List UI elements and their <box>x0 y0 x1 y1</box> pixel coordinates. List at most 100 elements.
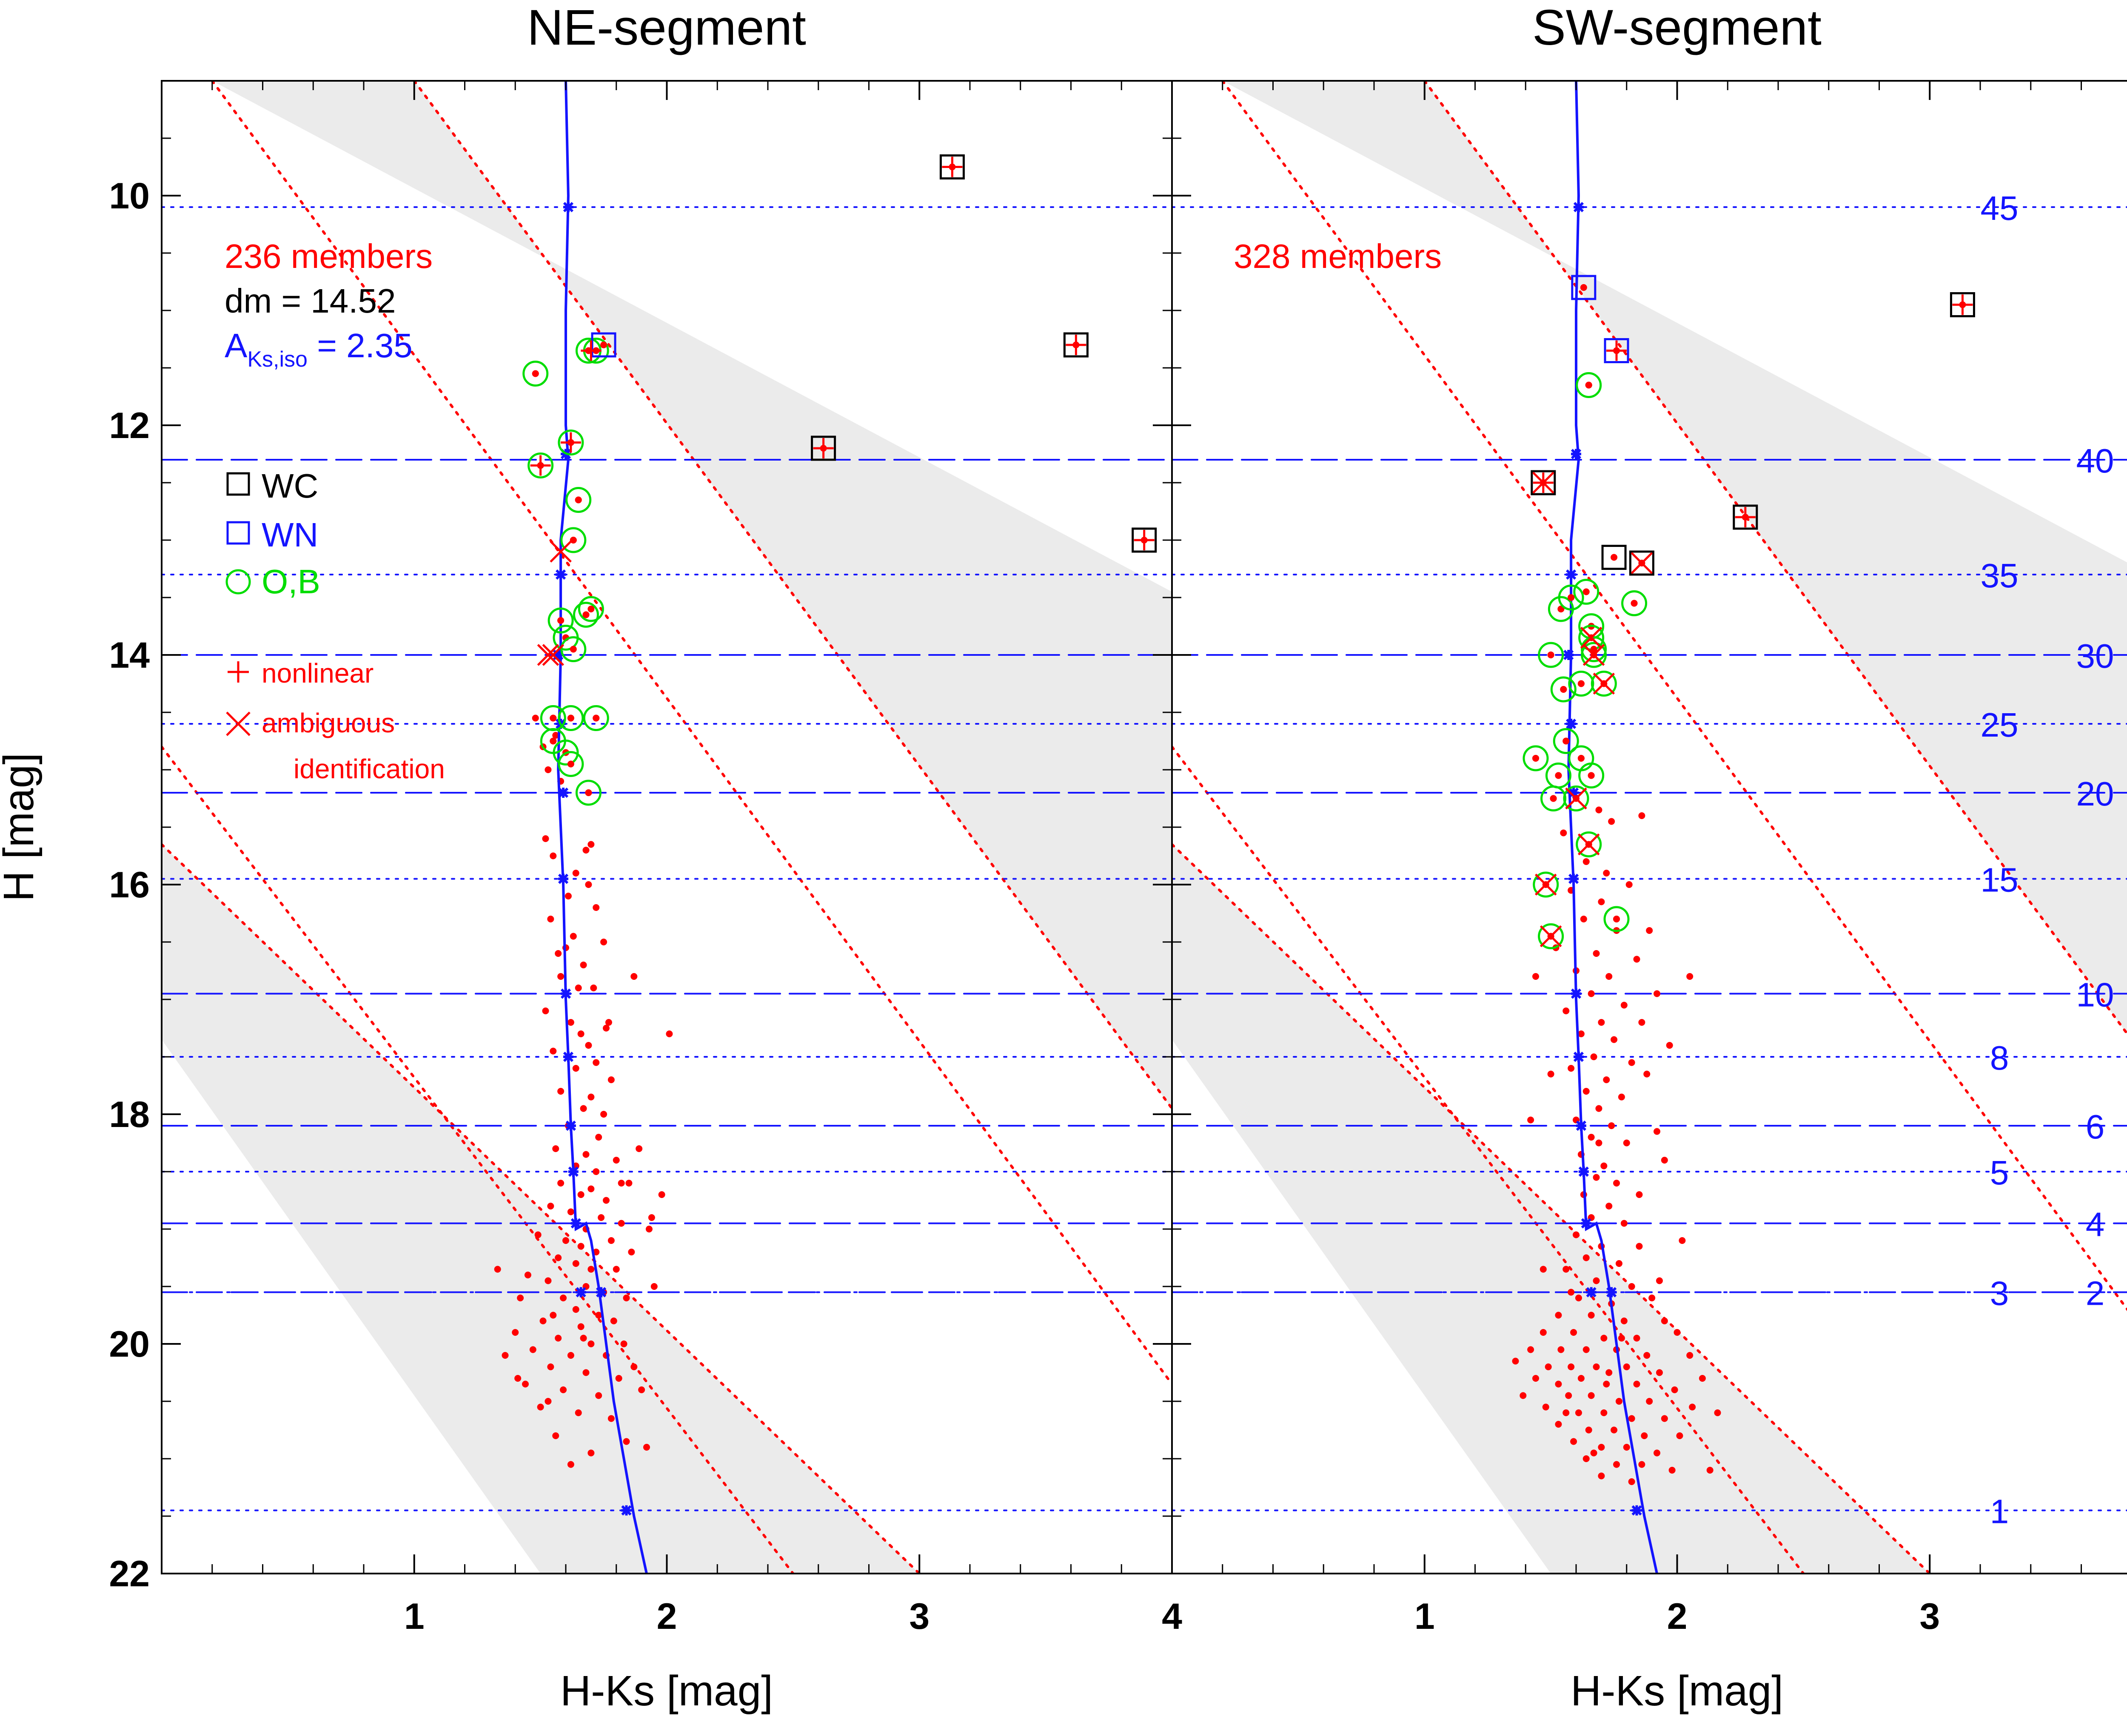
sw-member-point <box>1623 1139 1630 1147</box>
ne-mass-lines <box>162 206 1172 1511</box>
sw-ob-star-dot <box>1577 680 1585 687</box>
sw-member-point <box>1656 1369 1663 1376</box>
ne-member-point <box>603 1197 610 1204</box>
ne-member-point <box>580 962 587 968</box>
sw-member-point <box>1565 1392 1572 1399</box>
ne-member-point <box>593 1059 600 1066</box>
ne-isochrone-mass-point <box>570 1218 581 1229</box>
sw-ob-star-dot <box>1532 755 1539 762</box>
ne-member-point <box>595 1392 602 1399</box>
sw-member-point <box>1593 1363 1600 1370</box>
ne-band-0 <box>212 81 1172 1109</box>
sw-ambiguous-marker <box>1534 874 1557 896</box>
ne-member-point <box>572 1260 579 1267</box>
sw-nonlinear-marker <box>1952 294 1973 315</box>
sw-member-point <box>1532 1375 1539 1382</box>
ne-ob-star-dot <box>550 714 557 722</box>
ne-x-tick-label: 2 <box>657 1596 677 1637</box>
sw-member-point <box>1646 1398 1653 1405</box>
ne-ob-star-marker <box>573 602 599 628</box>
sw-member-point <box>1654 990 1660 997</box>
ne-member-point <box>552 1145 559 1152</box>
sw-member-point <box>1512 1357 1519 1365</box>
ne-extinction-subscript: Ks,iso <box>247 347 308 372</box>
ne-member-point <box>613 1157 620 1164</box>
sw-ob-star-dot <box>1590 646 1597 653</box>
sw-ambiguous-marker <box>1577 833 1600 856</box>
sw-member-point <box>1633 956 1640 963</box>
ne-member-point <box>529 1346 536 1353</box>
ne-isochrone-mass-point <box>563 1051 574 1062</box>
mass-labels: 45 40 35 30 25 20 15 10 8 6 5 4 3 2 1 <box>1981 189 2114 1531</box>
ne-member-point <box>517 1295 524 1301</box>
sw-member-point <box>1540 1329 1547 1336</box>
sw-member-point <box>1598 1472 1605 1480</box>
sw-ob-star-marker <box>1578 763 1605 788</box>
ne-member-point <box>625 1180 633 1187</box>
ne-member-point <box>534 1231 542 1238</box>
ne-wc-star-marker <box>1132 527 1157 553</box>
sw-ob-star-dot <box>1547 652 1554 658</box>
sw-member-point <box>1527 1116 1534 1124</box>
sw-member-point <box>1608 818 1615 825</box>
sw-ob-star-dot <box>1568 594 1575 601</box>
sw-member-point <box>1570 1438 1577 1445</box>
ne-extinction-label: AKs,iso = 2.35 <box>225 327 413 372</box>
ne-member-point <box>650 1283 658 1290</box>
ne-wc-star-marker <box>939 154 965 179</box>
ne-isochrone-mass-point <box>565 1120 576 1131</box>
sw-member-point <box>1580 916 1587 922</box>
sw-member-point <box>1588 1392 1595 1399</box>
ne-member-point <box>615 1375 622 1382</box>
sw-member-point <box>1623 1444 1630 1451</box>
ne-ob-star-dot <box>550 737 557 745</box>
sw-member-point <box>1568 1363 1575 1370</box>
sw-isochrone-mass-point <box>1566 718 1577 729</box>
ne-red-dotted-lines <box>162 81 1172 1574</box>
legend-ambiguous-marker <box>226 711 251 736</box>
legend-ob-marker <box>225 569 251 595</box>
sw-member-point <box>1623 1363 1630 1370</box>
legend-wn-label: WN <box>262 516 318 554</box>
sw-member-point <box>1577 1375 1585 1382</box>
ne-wn-star-dot <box>600 342 607 348</box>
sw-member-point <box>1656 1277 1663 1284</box>
ne-member-point <box>577 1243 584 1250</box>
sw-ob-star-dot <box>1585 381 1592 389</box>
sw-member-point <box>1633 1380 1640 1388</box>
sw-isochrone-mass-point <box>1568 787 1579 798</box>
ne-member-point <box>545 1398 552 1405</box>
ne-ob-star-dot <box>570 537 577 544</box>
sw-isochrone-mass-point <box>1573 1051 1584 1062</box>
ne-ob-star-dot <box>557 617 565 624</box>
ne-member-point <box>638 1386 645 1393</box>
legend-nonlinear-label: nonlinear <box>262 658 374 689</box>
sw-member-point <box>1582 1455 1590 1462</box>
sw-isochrone-mass-point <box>1586 1287 1597 1298</box>
mass-label-5: 5 <box>1990 1154 2009 1192</box>
ne-member-point <box>577 1191 584 1198</box>
ne-member-point <box>658 1191 665 1198</box>
sw-member-point <box>1643 1352 1651 1359</box>
sw-member-point <box>1611 1036 1618 1043</box>
ne-member-point <box>570 933 577 940</box>
ne-member-point <box>643 1444 650 1451</box>
sw-member-point <box>1676 1432 1683 1439</box>
ne-member-point <box>600 1111 607 1118</box>
sw-member-point <box>1600 1162 1608 1170</box>
legend-ambiguous-label-2: identification <box>294 754 445 784</box>
ne-member-point <box>587 841 595 848</box>
ne-y-ticks: 10 12 14 16 18 20 22 <box>109 80 1172 1594</box>
legend: WC WN O,B nonlinear ambiguous identifica… <box>225 467 445 784</box>
sw-member-point <box>1555 1380 1562 1388</box>
ne-isochrone-mass-point <box>558 874 569 884</box>
sw-member-point <box>1582 1254 1590 1261</box>
mass-label-1: 1 <box>1990 1493 2009 1531</box>
ne-member-point <box>623 1295 630 1301</box>
sw-member-point <box>1605 1369 1613 1376</box>
sw-isochrone-mass-point <box>1568 874 1579 884</box>
sw-member-point <box>1582 858 1590 865</box>
sw-member-point <box>1527 1346 1534 1353</box>
sw-isochrone <box>1563 81 1658 1574</box>
ne-member-point <box>618 1180 625 1187</box>
